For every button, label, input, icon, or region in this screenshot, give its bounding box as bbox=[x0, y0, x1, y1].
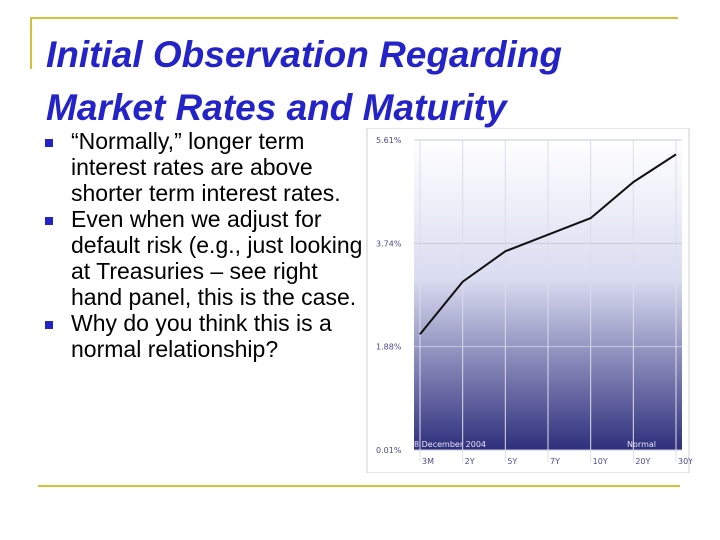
bullet-item: “Normally,” longer term interest rates a… bbox=[44, 128, 364, 206]
y-tick-label: 5.61% bbox=[376, 136, 402, 145]
bottom-rule bbox=[38, 485, 680, 487]
bullet-item: Why do you think this is a normal relati… bbox=[44, 310, 364, 362]
x-tick-label: 5Y bbox=[507, 457, 517, 466]
chart-date-annotation: 8 December 2004 bbox=[414, 440, 486, 449]
bullet-list: “Normally,” longer term interest rates a… bbox=[44, 128, 364, 362]
x-tick-label: 30Y bbox=[678, 457, 692, 466]
x-tick-labels: 3M 2Y 5Y 7Y 10Y 20Y 30Y bbox=[422, 457, 692, 466]
chart-curve-type-label: Normal bbox=[627, 440, 656, 449]
grid bbox=[414, 139, 682, 462]
y-tick-label: 1.88% bbox=[376, 343, 402, 352]
slide-title-line-1: Initial Observation Regarding bbox=[46, 34, 563, 75]
x-tick-label: 2Y bbox=[465, 457, 475, 466]
bullet-item: Even when we adjust for default risk (e.… bbox=[44, 206, 364, 310]
left-rule bbox=[30, 17, 32, 69]
bullet-text: Even when we adjust for default risk (e.… bbox=[71, 206, 363, 310]
x-tick-label: 20Y bbox=[635, 457, 650, 466]
square-bullet-icon bbox=[45, 321, 53, 329]
y-tick-label: 0.01% bbox=[376, 446, 402, 455]
bullet-text: “Normally,” longer term interest rates a… bbox=[71, 128, 341, 206]
x-tick-label: 10Y bbox=[593, 457, 608, 466]
slide-title: Initial Observation Regarding Market Rat… bbox=[46, 28, 686, 134]
yield-curve-chart: 5.61% 3.74% 1.88% 0.01% 3M 2Y 5Y 7Y 10Y 20Y 30Y 8… bbox=[366, 128, 692, 473]
y-tick-labels: 5.61% 3.74% 1.88% 0.01% bbox=[376, 136, 402, 455]
top-rule bbox=[30, 17, 678, 19]
square-bullet-icon bbox=[45, 217, 53, 225]
bullet-text: Why do you think this is a normal relati… bbox=[71, 310, 332, 362]
y-tick-label: 3.74% bbox=[376, 239, 402, 248]
slide-title-line-2: Market Rates and Maturity bbox=[46, 87, 507, 128]
x-tick-label: 3M bbox=[422, 457, 434, 466]
x-tick-label: 7Y bbox=[550, 457, 560, 466]
square-bullet-icon bbox=[45, 139, 53, 147]
yield-curve-line bbox=[419, 153, 677, 335]
